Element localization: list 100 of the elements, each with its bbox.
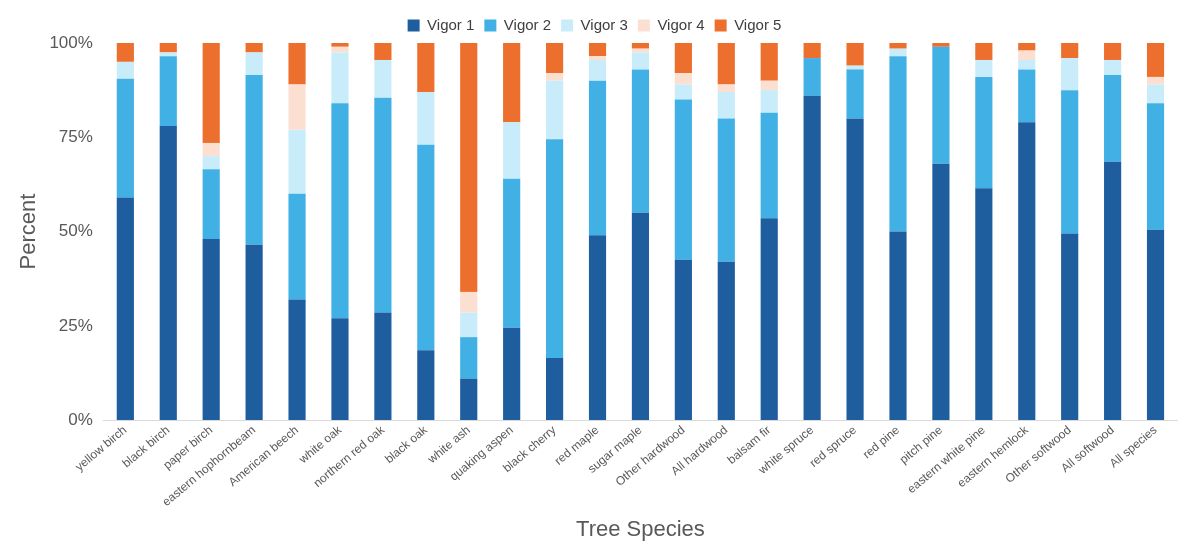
bar xyxy=(932,163,950,421)
bar xyxy=(374,43,392,60)
bar xyxy=(846,69,864,119)
bar xyxy=(760,80,778,91)
bar xyxy=(975,43,993,60)
legend-label: Vigor 2 xyxy=(503,15,552,33)
bar xyxy=(546,80,564,140)
legend-label: Vigor 3 xyxy=(580,15,628,33)
bar xyxy=(159,125,177,421)
bar xyxy=(889,231,907,421)
bar xyxy=(331,43,349,47)
bar xyxy=(674,259,692,421)
bar xyxy=(331,46,349,53)
bar xyxy=(846,43,864,66)
bar xyxy=(717,84,735,93)
bar xyxy=(674,73,692,85)
bar xyxy=(417,43,435,93)
bar xyxy=(460,312,478,338)
bar xyxy=(803,95,821,421)
bar xyxy=(1104,75,1122,162)
bar xyxy=(760,112,778,219)
bar xyxy=(288,299,306,421)
y-tick-label: 50% xyxy=(58,221,93,241)
bar xyxy=(889,56,907,232)
bar xyxy=(460,43,478,292)
bar xyxy=(159,56,177,126)
bar xyxy=(1018,43,1036,51)
y-axis-title: Percent xyxy=(15,193,41,270)
bar xyxy=(202,43,220,143)
bar xyxy=(245,43,263,53)
bar xyxy=(116,61,134,79)
bar xyxy=(288,193,306,300)
bar xyxy=(1018,59,1036,70)
y-tick-label: 0% xyxy=(68,409,93,429)
bar xyxy=(1146,103,1165,230)
bar xyxy=(760,43,778,81)
bar xyxy=(417,350,435,421)
bar xyxy=(159,52,177,57)
bar xyxy=(717,118,735,262)
bar xyxy=(631,212,650,421)
bar xyxy=(116,78,134,198)
bar xyxy=(374,312,392,421)
bar xyxy=(803,58,821,96)
bar xyxy=(588,43,607,57)
bar xyxy=(631,43,650,49)
bar xyxy=(846,118,864,421)
bar xyxy=(1061,233,1079,421)
bar xyxy=(975,76,993,189)
bar xyxy=(288,129,306,194)
bar xyxy=(717,92,735,119)
bar xyxy=(460,378,478,421)
bar xyxy=(803,43,821,59)
bar xyxy=(374,97,392,313)
bar xyxy=(245,52,263,76)
bar xyxy=(546,357,564,421)
bar xyxy=(503,43,521,123)
x-axis-title: Tree Species xyxy=(576,515,705,541)
bar xyxy=(1018,122,1036,421)
bar xyxy=(975,188,993,421)
bar xyxy=(1061,58,1079,91)
bar xyxy=(116,43,134,62)
bar xyxy=(717,261,735,421)
bar xyxy=(760,218,778,421)
bar xyxy=(588,56,607,60)
bar xyxy=(202,169,220,240)
bar xyxy=(1104,43,1122,60)
bar xyxy=(674,99,692,260)
bar xyxy=(503,327,521,421)
bar xyxy=(460,337,478,379)
bar xyxy=(245,244,263,421)
bar xyxy=(1061,90,1079,234)
bar xyxy=(202,156,220,170)
bar xyxy=(1146,229,1165,421)
y-tick-label: 100% xyxy=(49,32,93,52)
bar xyxy=(631,52,650,70)
bar xyxy=(1146,84,1165,104)
bar xyxy=(1104,59,1122,76)
bar xyxy=(202,142,220,157)
bar xyxy=(546,43,564,74)
bar xyxy=(331,103,349,319)
bar xyxy=(932,46,950,164)
bar xyxy=(1061,43,1079,59)
bar xyxy=(245,75,263,245)
bar xyxy=(975,59,993,77)
bar xyxy=(202,239,220,421)
bar xyxy=(546,73,564,81)
y-tick-label: 75% xyxy=(58,126,93,146)
bar xyxy=(374,59,392,98)
bar xyxy=(288,84,306,130)
bar xyxy=(760,90,778,113)
bar xyxy=(932,43,950,47)
bar xyxy=(503,122,521,179)
bar xyxy=(588,235,607,421)
bar xyxy=(588,59,607,81)
bar xyxy=(674,43,692,74)
y-tick-label: 25% xyxy=(58,315,93,335)
bar xyxy=(503,178,521,328)
bar xyxy=(417,144,435,351)
bar xyxy=(1018,50,1036,60)
bar xyxy=(1146,43,1165,77)
